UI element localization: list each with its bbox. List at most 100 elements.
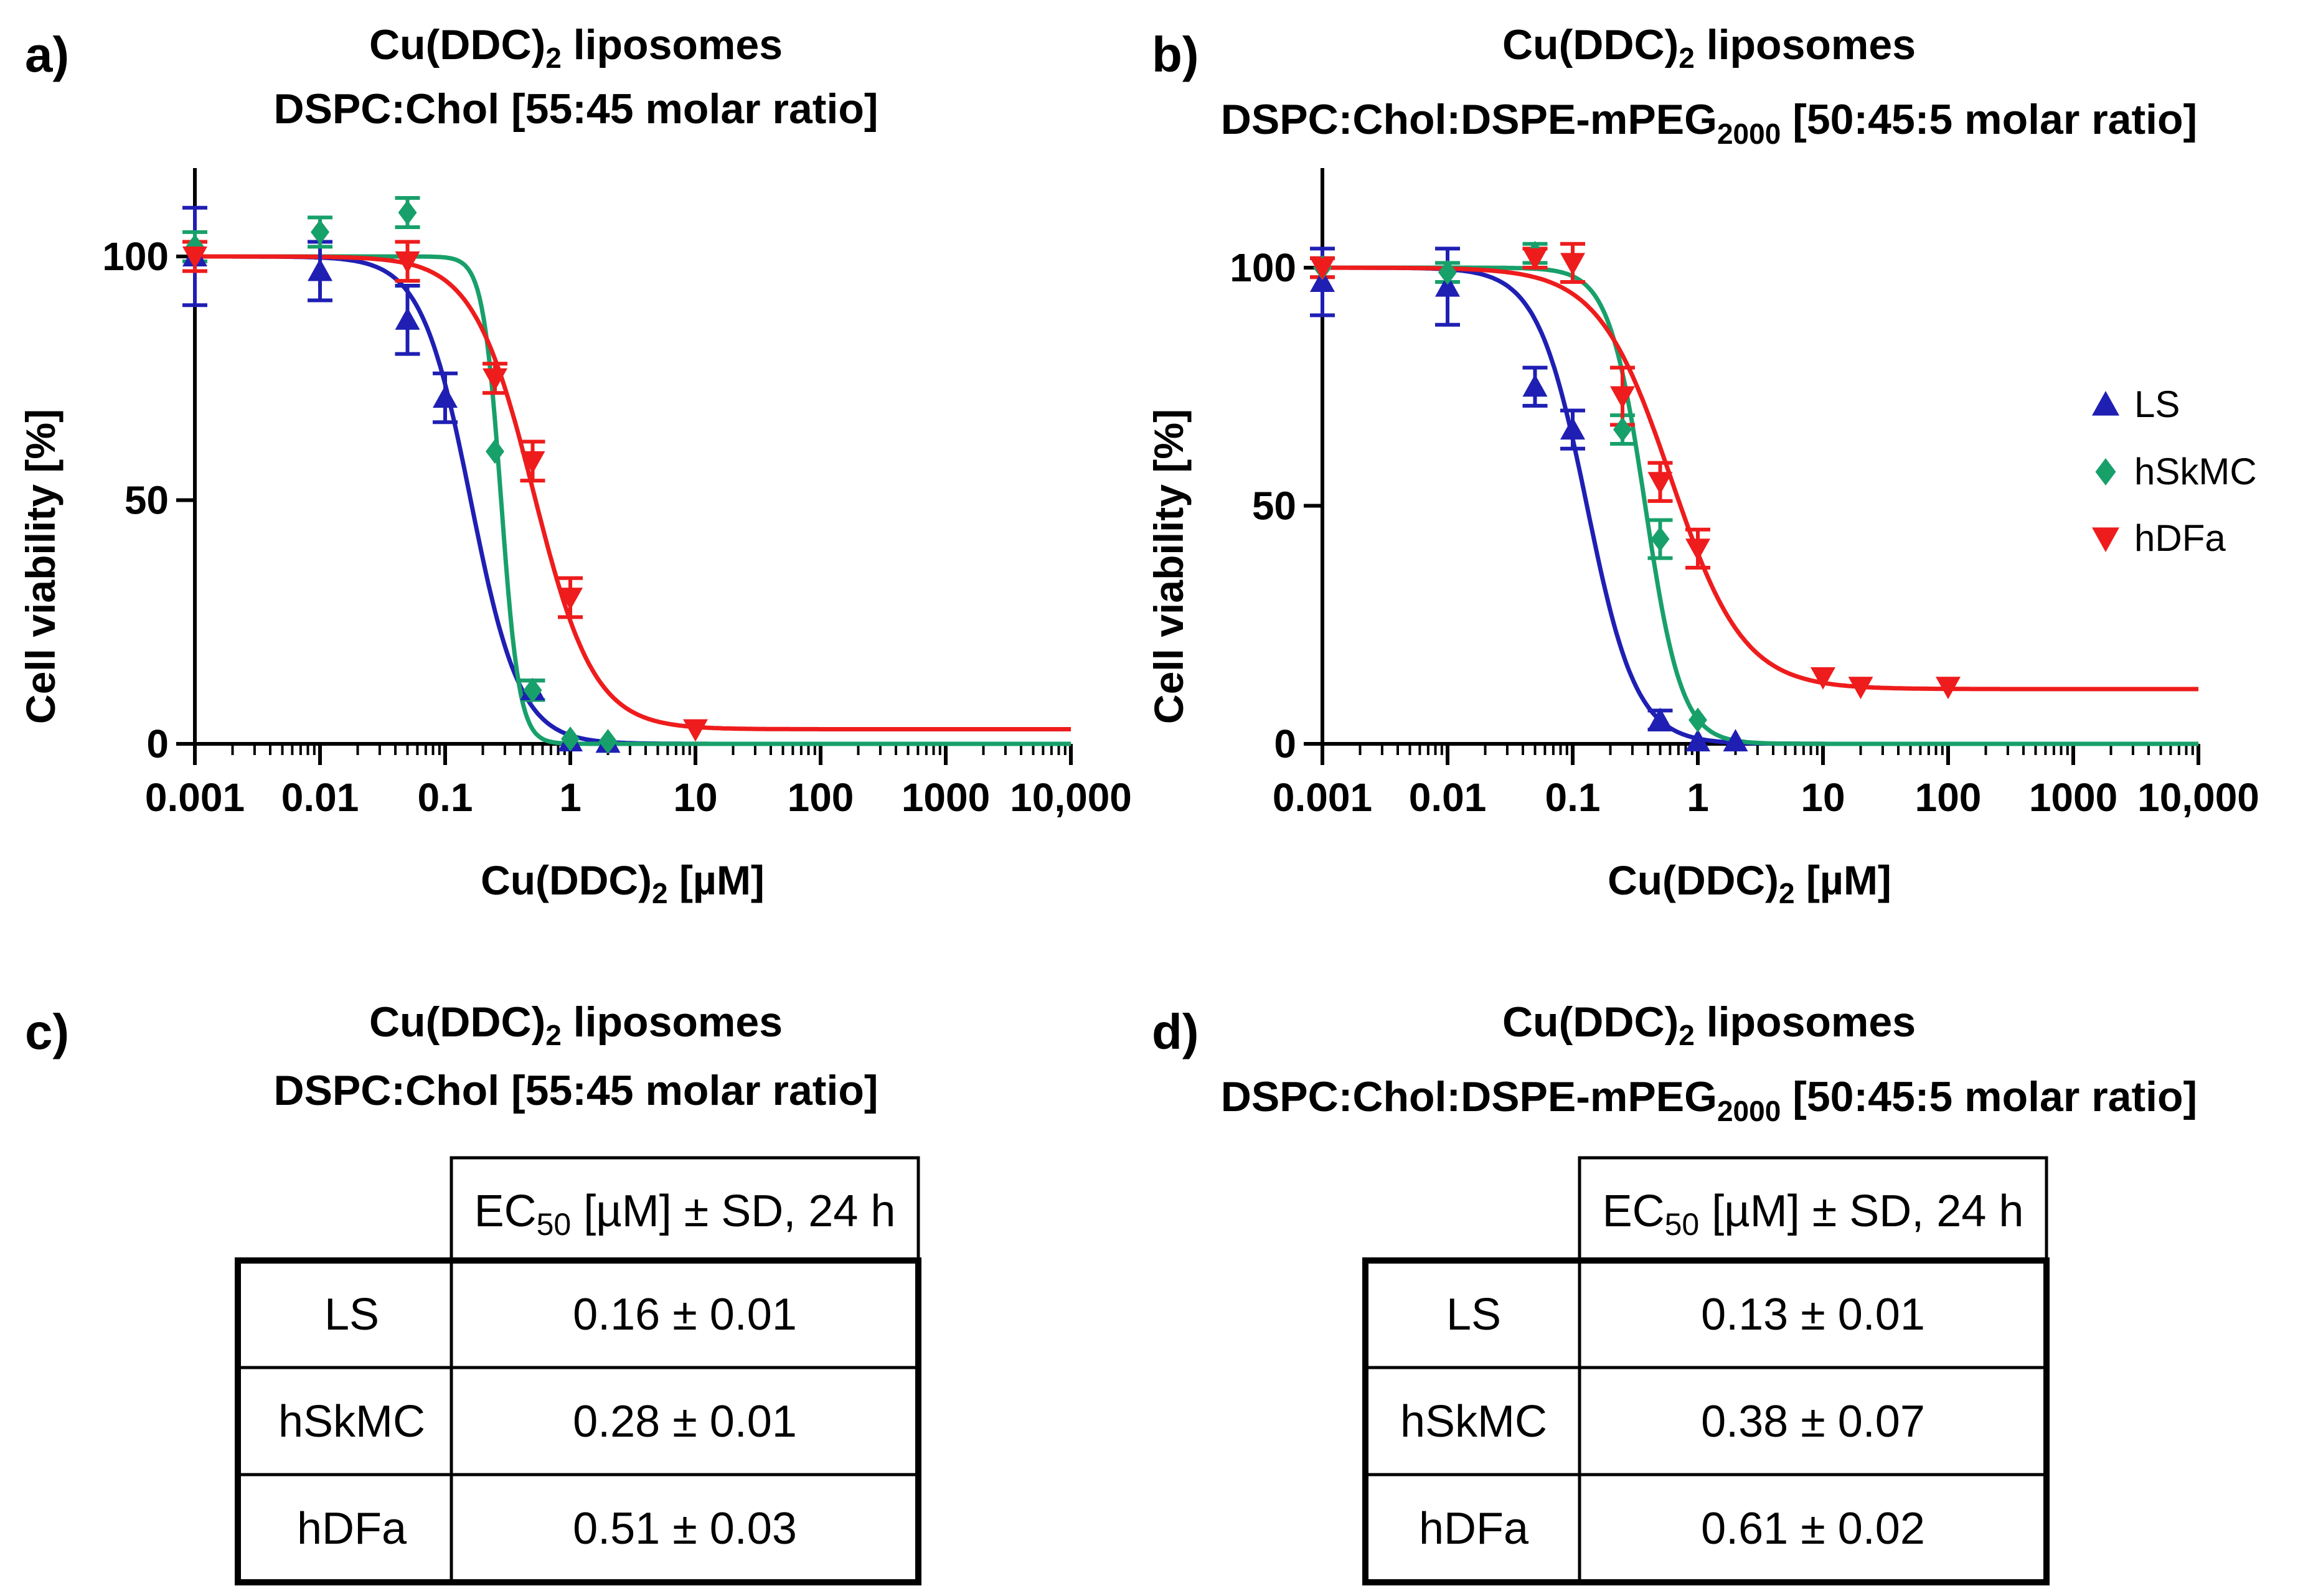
x-tick-label: 1 (559, 775, 582, 820)
legend-item-hDFa: hDFa (2092, 517, 2226, 559)
fit-curve-hDFa (195, 254, 1071, 731)
point-hDFa (1609, 386, 1635, 409)
legend-marker-hDFa (2092, 527, 2119, 552)
table-c-row-label: hSkMC (278, 1397, 425, 1447)
point-LS (1560, 417, 1585, 440)
table-c-header: EC50 [µM] ± SD, 24 h (474, 1186, 896, 1242)
point-LS (1685, 729, 1710, 752)
panel-c-title-line1: Cu(DDC)2 liposomes (369, 998, 783, 1051)
point-hDFa (395, 251, 420, 274)
point-hDFa (1560, 253, 1585, 276)
chart-b-ylabel: Cell viability [%] (1146, 409, 1192, 724)
legend-label-hSkMC: hSkMC (2134, 451, 2257, 492)
point-hDFa (1811, 667, 1835, 690)
chart-a-ylabel: Cell viability [%] (17, 409, 64, 724)
table-c-row-value: 0.51 ± 0.03 (573, 1504, 797, 1554)
panel-c-title-line2: DSPC:Chol [55:45 molar ratio] (273, 1067, 878, 1114)
panel-a-title-line2: DSPC:Chol [55:45 molar ratio] (273, 85, 878, 133)
table-c-row-label: hDFa (297, 1504, 407, 1554)
chart-b-plot: 0 50 100 0.001 0.01 0.1 1 10 100 1000 10,000 (1230, 168, 2259, 820)
y-tick-label: 0 (146, 721, 169, 766)
x-tick-label: 10 (1801, 775, 1845, 820)
point-LS (395, 307, 420, 330)
point-hSkMC (1651, 527, 1670, 552)
panel-b-label: b) (1152, 27, 1199, 82)
x-tick-label: 0.01 (1409, 775, 1487, 820)
x-tick-label: 10,000 (2137, 775, 2259, 820)
panel-d-title-line2: DSPC:Chol:DSPE-mPEG2000 [50:45:5 molar r… (1221, 1073, 2197, 1127)
table-d-row-label: hDFa (1419, 1504, 1529, 1554)
chart-b-error-bars (1310, 242, 1710, 732)
x-tick-label: 0.1 (418, 775, 473, 820)
legend-label-LS: LS (2134, 383, 2180, 425)
panel-a: a) Cu(DDC)2 liposomes DSPC:Chol [55:45 m… (17, 21, 1132, 909)
point-hDFa (1522, 248, 1548, 271)
panel-c-label: c) (25, 1004, 69, 1059)
point-hDFa (1848, 677, 1873, 700)
x-tick-label: 100 (1915, 775, 1982, 820)
panel-b-title-line2: DSPC:Chol:DSPE-mPEG2000 [50:45:5 molar r… (1221, 96, 2197, 150)
point-hSkMC (1438, 260, 1457, 285)
table-d-row-label: hSkMC (1400, 1397, 1547, 1447)
legend-item-LS: LS (2092, 383, 2180, 425)
panel-d-label: d) (1152, 1004, 1199, 1059)
table-d-row-value: 0.38 ± 0.07 (1701, 1397, 1925, 1447)
legend-item-hSkMC: hSkMC (2095, 451, 2257, 492)
point-LS (1647, 707, 1673, 730)
point-hSkMC (561, 726, 580, 752)
panel-d-title-line1: Cu(DDC)2 liposomes (1502, 998, 1916, 1051)
table-d-body-border (1362, 1257, 2050, 1585)
x-tick-label: 0.001 (145, 775, 245, 820)
x-tick-label: 1000 (902, 775, 990, 820)
point-hSkMC (1688, 707, 1707, 733)
point-LS (1522, 374, 1548, 397)
point-hDFa (1936, 677, 1961, 700)
panel-c: c) Cu(DDC)2 liposomes DSPC:Chol [55:45 m… (25, 998, 921, 1585)
x-tick-label: 0.001 (1273, 775, 1372, 820)
x-tick-label: 10 (673, 775, 717, 820)
point-LS (308, 258, 332, 281)
chart-a-axes: 0 50 100 0.001 0.01 0.1 1 10 100 1000 10,000 (102, 168, 1132, 820)
chart-a-points (182, 200, 708, 754)
point-hDFa (683, 719, 708, 742)
table-d: EC50 [µM] ± SD, 24 h LS 0.13 ± 0.01 hSkM… (1362, 1156, 2050, 1585)
fit-curve-LS (195, 254, 1071, 746)
point-hDFa (1310, 258, 1335, 280)
table-d-header: EC50 [µM] ± SD, 24 h (1603, 1186, 2024, 1242)
fit-curve-LS (1322, 265, 2198, 746)
panel-a-label: a) (25, 27, 69, 82)
table-d-row-label: LS (1446, 1290, 1501, 1340)
table-c: EC50 [µM] ± SD, 24 h LS 0.16 ± 0.01 hSkM… (235, 1156, 921, 1585)
x-tick-label: 10,000 (1010, 775, 1132, 820)
legend-label-hDFa: hDFa (2134, 517, 2226, 559)
x-tick-label: 1 (1687, 775, 1709, 820)
point-hDFa (520, 451, 545, 474)
point-hSkMC (523, 677, 542, 703)
table-c-row-label: LS (324, 1290, 379, 1340)
point-hDFa (558, 588, 583, 611)
chart-b-xlabel: Cu(DDC)2 [µM] (1608, 857, 1891, 909)
y-tick-label: 100 (1230, 245, 1296, 290)
y-tick-label: 0 (1274, 721, 1296, 766)
y-tick-label: 100 (102, 234, 169, 279)
point-LS (1723, 729, 1748, 752)
fit-curve-hDFa (1322, 265, 2198, 692)
chart-a-fit-curves (195, 254, 1071, 746)
point-hSkMC (1613, 417, 1632, 443)
chart-b-points (1310, 241, 1961, 752)
point-hSkMC (598, 729, 618, 754)
point-hDFa (1647, 472, 1673, 495)
table-d-row-value: 0.13 ± 0.01 (1701, 1290, 1925, 1340)
x-tick-label: 1000 (2029, 775, 2117, 820)
chart-b-fit-curves (1322, 265, 2198, 746)
legend-marker-hSkMC (2095, 458, 2116, 486)
fit-curve-hSkMC (195, 254, 1071, 746)
point-hSkMC (398, 200, 417, 225)
point-LS (1310, 269, 1335, 292)
table-d-row-value: 0.61 ± 0.02 (1701, 1504, 1925, 1554)
point-hDFa (182, 246, 207, 269)
table-c-body-border (235, 1257, 921, 1585)
chart-a-xlabel: Cu(DDC)2 [µM] (481, 857, 765, 909)
chart-a-plot: 0 50 100 0.001 0.01 0.1 1 10 100 1000 10,000 (102, 168, 1132, 820)
point-hSkMC (311, 219, 329, 245)
